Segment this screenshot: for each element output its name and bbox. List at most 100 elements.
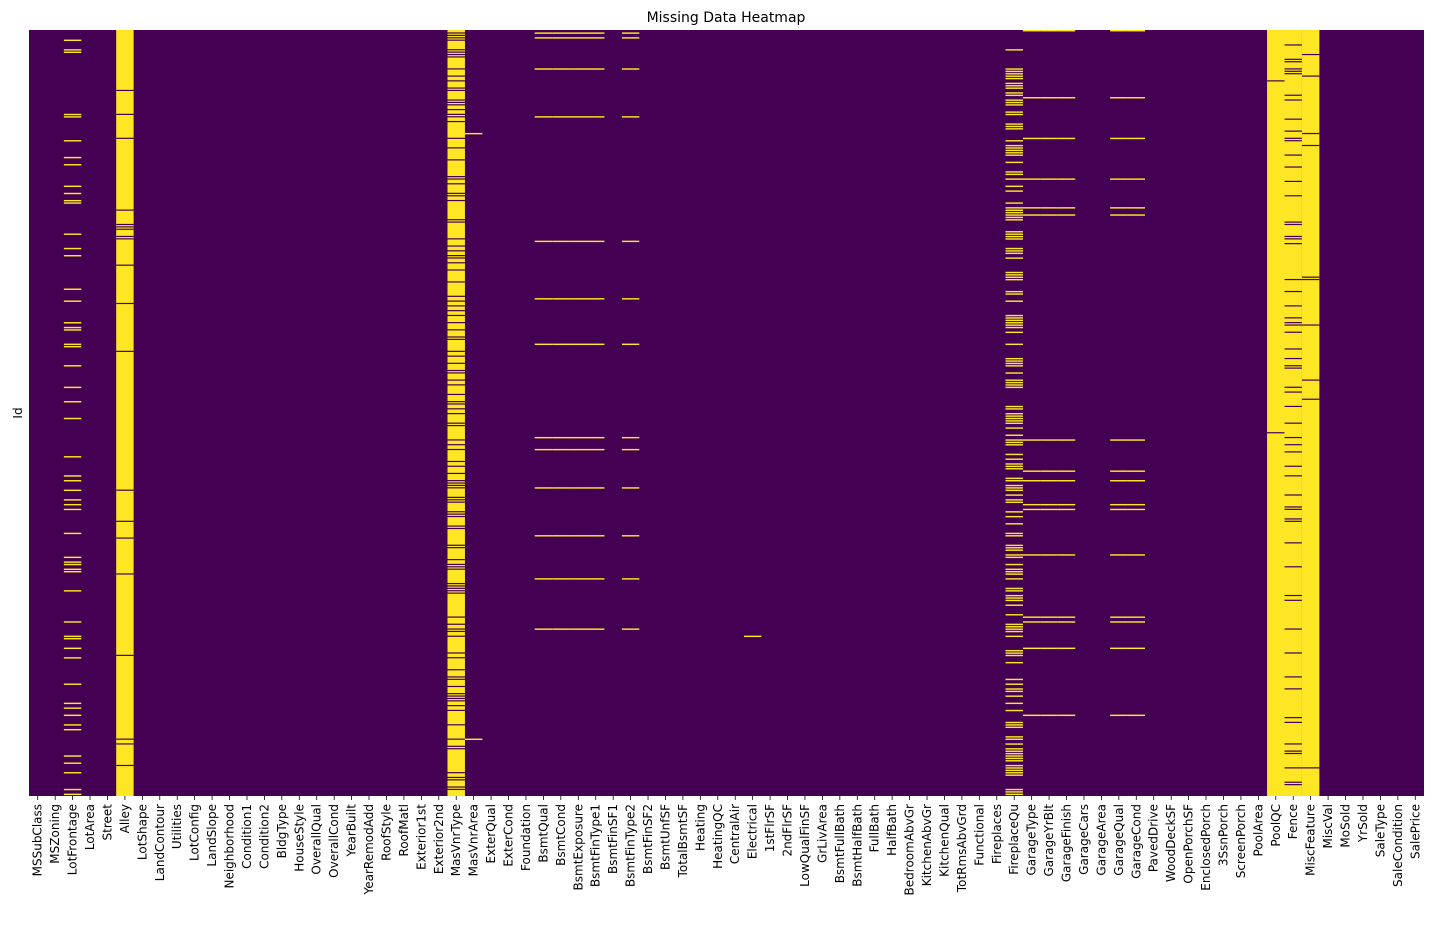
heatmap-missing-cell [1005,331,1023,334]
heatmap-present-cell [447,338,465,340]
heatmap-missing-cell [1110,714,1128,717]
heatmap-present-cell [116,137,134,139]
heatmap-missing-cell [1005,415,1023,417]
heatmap-present-cell [447,300,465,302]
heatmap-missing-cell [1005,652,1023,654]
x-tick-label: CentralAir [728,804,742,864]
heatmap-missing-cell [1005,494,1023,496]
heatmap-missing-cell [1005,360,1023,362]
x-tick-label: Condition2 [257,804,271,869]
heatmap-missing-cell [1005,362,1023,365]
heatmap-present-cell [1301,324,1320,326]
heatmap-missing-cell [1005,233,1023,235]
heatmap-present-cell [116,238,134,240]
heatmap-missing-cell [1005,523,1023,525]
x-tick-label: LowQualFinSF [798,804,812,887]
heatmap-missing-cell [1040,503,1058,506]
heatmap-present-cell [447,623,465,625]
heatmap-present-cell [1284,506,1302,508]
heatmap-present-cell [1284,405,1302,408]
heatmap-present-cell [447,496,465,498]
heatmap-missing-cell [464,738,483,740]
heatmap-present-cell [447,87,465,89]
x-tick-label: YearBuilt [345,804,359,858]
heatmap-missing-cell [1022,178,1041,180]
heatmap-present-cell [1284,451,1302,453]
x-tick-label: Condition1 [240,804,254,869]
heatmap-missing-cell [1005,573,1023,575]
heatmap-missing-cell [1005,788,1023,791]
heatmap-missing-cell [1005,554,1023,556]
heatmap-missing-cell [63,683,82,685]
heatmap-present-cell [447,369,465,372]
heatmap-missing-cell [63,480,82,482]
heatmap-present-cell [1284,44,1302,46]
heatmap-present-cell [447,322,465,324]
heatmap-missing-cell [1127,621,1145,623]
heatmap-present-cell [447,424,465,427]
heatmap-missing-cell [1040,178,1058,180]
heatmap-present-cell [1284,367,1302,369]
heatmap-present-cell [447,652,465,654]
x-tick-label: YearRemodAdd [362,804,376,895]
heatmap-missing-cell [1005,154,1023,156]
heatmap-missing-cell [1005,49,1023,51]
heatmap-present-cell [1284,436,1302,439]
heatmap-missing-cell [1022,503,1041,506]
chart-title: Missing Data Heatmap [647,10,806,26]
x-tick-label: FullBath [868,804,882,852]
heatmap-present-cell [447,511,465,513]
heatmap-present-cell [1284,717,1302,719]
heatmap-missing-cell [1005,434,1023,436]
heatmap-present-cell [447,104,465,106]
heatmap-missing-cell [1005,125,1023,128]
heatmap-missing-cell [1040,207,1058,209]
heatmap-missing-cell [1005,757,1023,760]
heatmap-missing-cell [1127,480,1145,482]
heatmap-missing-cell [552,68,570,70]
heatmap-present-cell [447,219,465,221]
heatmap-missing-cell [1005,372,1023,374]
heatmap-present-cell [116,520,134,522]
heatmap-missing-cell [63,570,82,573]
heatmap-missing-cell [1110,470,1128,472]
heatmap-missing-cell [1005,207,1023,209]
heatmap-present-cell [447,484,465,487]
heatmap-missing-cell [1005,235,1023,238]
x-tick-label: MiscFeature [1304,804,1318,876]
heatmap-present-cell [447,199,465,202]
heatmap-missing-cell [587,240,605,243]
x-tick-label: Exterior2nd [432,804,446,874]
heatmap-missing-cell [63,503,82,506]
heatmap-missing-cell [464,132,483,135]
x-tick-label: Fence [1286,804,1300,839]
heatmap-present-cell [447,563,465,566]
heatmap-missing-cell [63,724,82,726]
x-tick-label: BldgType [275,804,289,858]
heatmap-missing-cell [1005,570,1023,573]
heatmap-present-cell [447,255,465,257]
heatmap-missing-cell [1005,635,1023,638]
heatmap-present-cell [1284,94,1302,96]
heatmap-missing-cell [1005,549,1023,551]
heatmap-present-cell [447,80,465,82]
heatmap-missing-cell [534,578,553,580]
heatmap-missing-cell [1005,736,1023,738]
heatmap-missing-cell [1110,554,1128,556]
heatmap-missing-cell [1005,314,1023,317]
heatmap-missing-cell [63,647,82,650]
heatmap-present-cell [1284,599,1302,601]
heatmap-present-cell [447,257,465,259]
heatmap-missing-cell [1005,630,1023,633]
x-tick-label: BsmtFinType1 [589,804,603,887]
heatmap-missing-cell [1005,238,1023,240]
heatmap-present-cell [1284,752,1302,755]
x-tick-label: GarageCars [1077,804,1091,875]
heatmap-present-cell [1284,70,1302,72]
heatmap-missing-cell [1005,214,1023,216]
heatmap-missing-cell [63,192,82,195]
heatmap-missing-cell [1057,480,1076,482]
x-tick-label: GarageYrBlt [1042,804,1056,877]
heatmap-present-cell [1301,379,1320,381]
heatmap-present-cell [447,592,465,594]
